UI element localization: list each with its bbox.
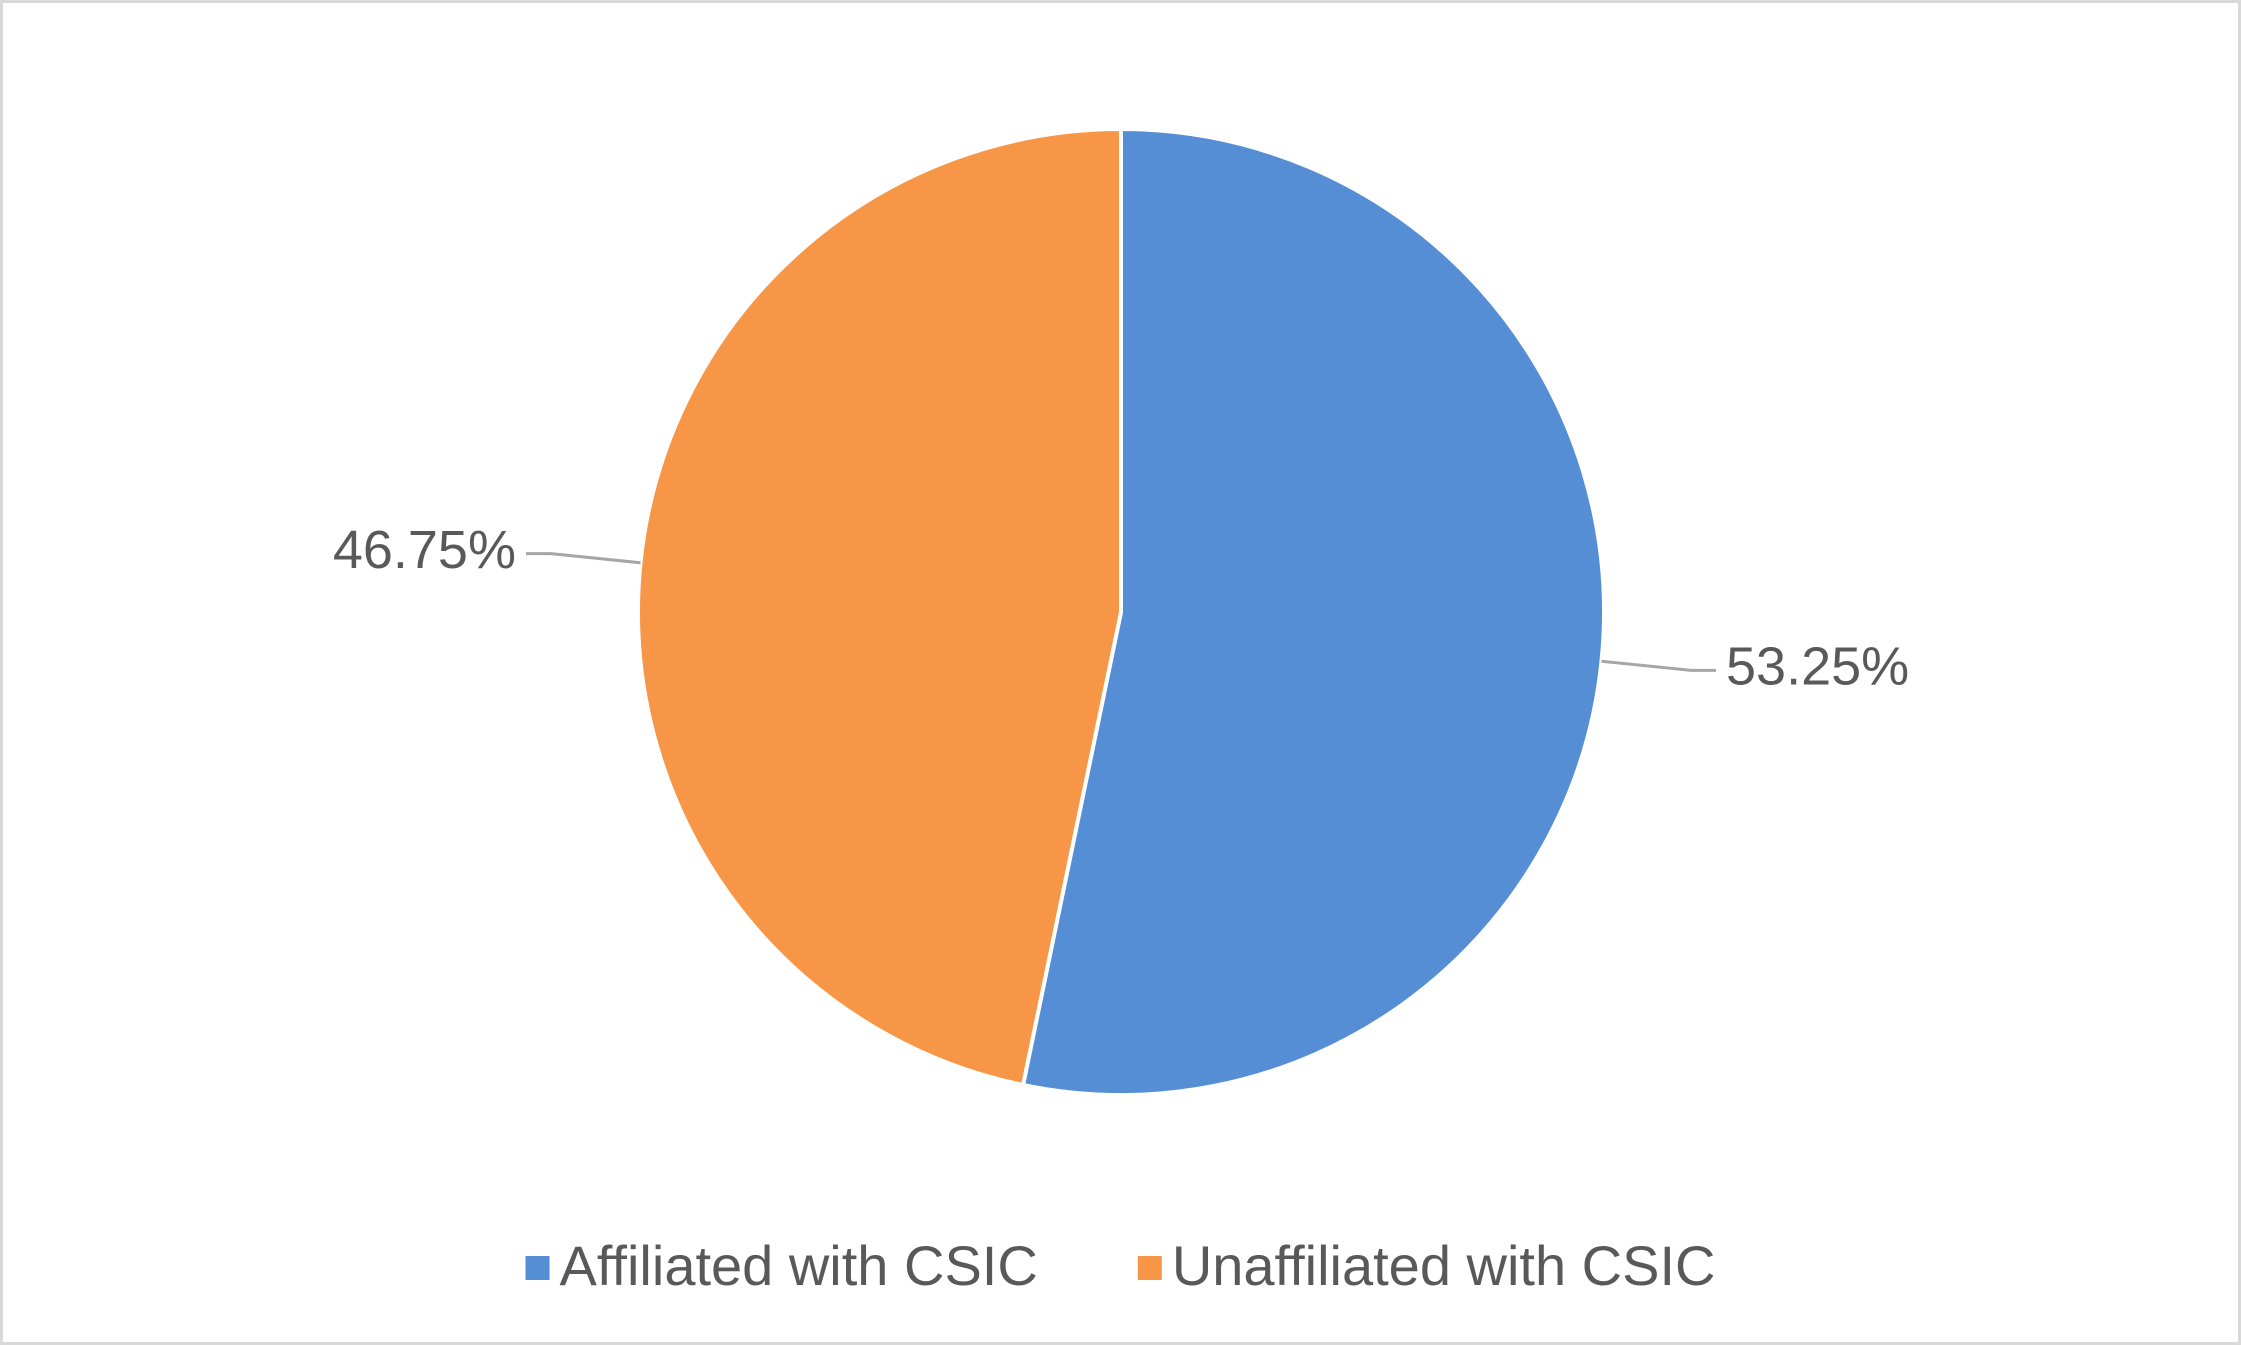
legend-label: Unaffiliated with CSIC bbox=[1172, 1234, 1716, 1297]
pie-slice bbox=[1020, 126, 1607, 1097]
leader-line bbox=[1601, 659, 1717, 672]
legend-label: Affiliated with CSIC bbox=[560, 1234, 1038, 1297]
leader-line bbox=[525, 552, 641, 565]
legend-swatch bbox=[525, 1256, 550, 1280]
data-label: 46.75% bbox=[333, 520, 516, 580]
legend-swatch bbox=[1137, 1256, 1162, 1280]
data-label: 53.25% bbox=[1726, 637, 1909, 697]
pie-slice bbox=[636, 126, 1123, 1088]
